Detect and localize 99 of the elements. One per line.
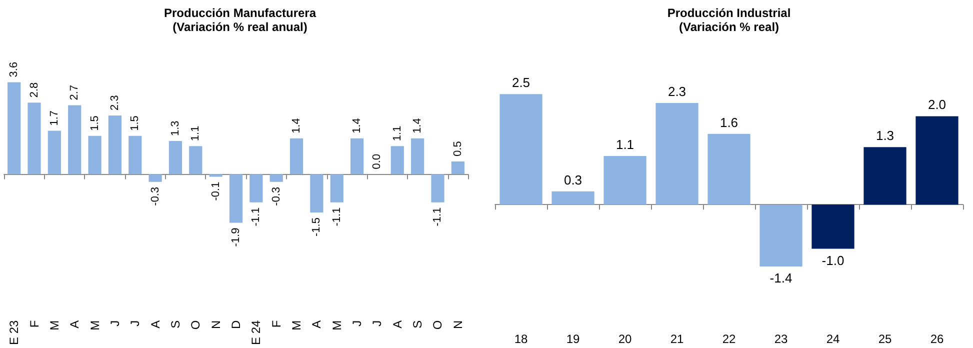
x-tick-label: E 23 [7, 320, 22, 345]
bar [168, 140, 182, 174]
bar [411, 138, 424, 174]
chart-title: Producción Industrial [667, 6, 791, 20]
data-label: -1.5 [310, 218, 323, 237]
x-tick-label: M [47, 320, 62, 330]
x-tick-label: J [370, 320, 384, 326]
x-tick-label: 24 [826, 332, 840, 346]
bar [812, 204, 854, 249]
bar [108, 115, 122, 174]
bar [68, 105, 82, 174]
bar [708, 134, 750, 205]
data-label: 1.1 [391, 126, 404, 142]
x-tick-label: M [290, 320, 304, 330]
x-tick-label: O [430, 320, 445, 330]
x-tick-label: F [27, 320, 42, 328]
data-label: 1.3 [876, 128, 894, 144]
x-tick-label: 26 [930, 332, 944, 346]
x-tick-label: A [310, 320, 324, 328]
data-label: -1.1 [330, 207, 343, 226]
bar [451, 161, 464, 174]
x-tick-label: J [108, 320, 122, 326]
x-tick-label: 18 [514, 332, 528, 346]
x-tick-label: 21 [670, 332, 684, 346]
bar [390, 146, 404, 174]
bar [28, 102, 41, 174]
x-tick-label: O [188, 320, 203, 330]
data-label: 1.1 [190, 126, 202, 142]
bar [290, 138, 304, 174]
x-tick-label: E 24 [249, 320, 264, 345]
data-label: 1.1 [616, 136, 634, 152]
bar [656, 102, 698, 205]
data-label: -1.9 [230, 228, 242, 247]
data-label: 0.0 [371, 154, 384, 170]
chart-subtitle: (Variación % real anual) [172, 20, 308, 34]
data-label: 2.8 [28, 82, 40, 98]
bar [310, 174, 324, 213]
x-tick-label: A [390, 320, 404, 328]
x-tick-label: 23 [774, 332, 788, 346]
x-tick-label: J [350, 320, 364, 326]
bar [760, 204, 802, 266]
data-label: 1.5 [88, 116, 101, 131]
bar [330, 174, 344, 202]
bar [88, 136, 102, 174]
bar [148, 174, 162, 182]
bar [604, 156, 646, 205]
data-label: 2.5 [512, 75, 530, 90]
bar [864, 147, 906, 205]
x-tick-label: M [330, 320, 344, 330]
x-tick-label: 22 [722, 332, 736, 346]
x-tick-label: A [148, 320, 162, 328]
bar [8, 82, 21, 174]
data-label: 2.3 [108, 95, 121, 110]
bar [500, 94, 542, 205]
bar [189, 146, 202, 174]
data-label: -0.3 [270, 186, 282, 206]
data-label: 1.3 [169, 120, 182, 136]
x-tick-label: 19 [566, 332, 580, 346]
x-tick-label: S [168, 320, 182, 328]
data-label: 1.4 [290, 118, 303, 134]
x-tick-label: N [450, 320, 465, 329]
bar [209, 174, 222, 177]
x-tick-label: 20 [618, 332, 632, 346]
x-tick-label: A [68, 320, 82, 328]
x-tick-label: S [410, 320, 425, 328]
x-tick-label: J [128, 320, 142, 326]
data-label: 3.6 [8, 62, 20, 78]
bar [250, 174, 263, 202]
x-tick-label: 25 [878, 332, 892, 346]
data-label: -1.1 [432, 207, 444, 226]
data-label: 2.3 [668, 84, 686, 99]
data-label: 1.4 [351, 118, 364, 134]
data-label: -0.1 [210, 182, 222, 201]
chart-title: Producción Manufacturera [164, 6, 316, 20]
data-label: 2.0 [928, 97, 946, 112]
bar [552, 191, 594, 205]
data-label: 1.4 [412, 118, 424, 134]
bar [229, 174, 243, 223]
data-label: 1.5 [129, 116, 142, 131]
bar [350, 138, 364, 174]
data-label: -1.4 [770, 270, 792, 286]
data-label: -0.3 [149, 186, 162, 206]
data-label: 0.5 [452, 141, 464, 156]
data-label: 1.6 [720, 114, 738, 130]
data-label: 2.7 [68, 84, 81, 100]
bar [48, 130, 61, 174]
bar [916, 116, 958, 205]
x-tick-label: D [229, 320, 243, 329]
bar [128, 136, 142, 174]
data-label: -1.0 [822, 252, 844, 268]
x-tick-label: N [208, 320, 223, 329]
x-tick-label: M [88, 320, 102, 330]
x-tick-label: F [269, 320, 284, 328]
chart-subtitle: (Variación % real) [678, 20, 780, 34]
bar [431, 174, 444, 202]
data-label: 0.3 [564, 172, 582, 188]
data-label: 1.7 [48, 110, 60, 126]
bar [270, 174, 283, 182]
data-label: -1.1 [250, 207, 262, 226]
